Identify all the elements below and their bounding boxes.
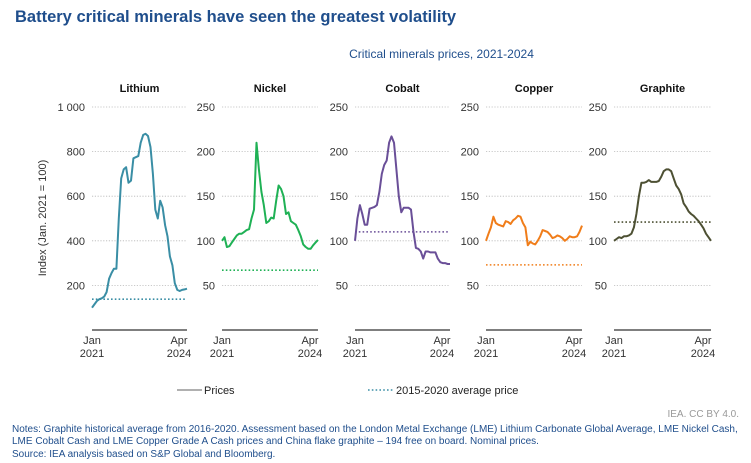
x-tick-label-start: Jan (477, 335, 495, 347)
x-tick-label-start: Jan (83, 335, 101, 347)
y-tick-label: 150 (197, 191, 215, 203)
chart-subtitle: Critical minerals prices, 2021-2024 (349, 47, 534, 61)
y-tick-label: 50 (595, 280, 607, 292)
x-tick-year-end: 2024 (430, 348, 454, 360)
legend-label-prices: Prices (204, 385, 235, 397)
x-tick-year-start: 2021 (602, 348, 626, 360)
panel-title-cobalt: Cobalt (385, 83, 420, 95)
panel-title-copper: Copper (515, 83, 554, 95)
x-tick-year-start: 2021 (80, 348, 104, 360)
legend-label-average: 2015-2020 average price (396, 385, 518, 397)
y-tick-label: 100 (589, 236, 607, 248)
y-tick-label: 50 (203, 280, 215, 292)
panel-title-lithium: Lithium (120, 83, 160, 95)
x-tick-label-start: Jan (346, 335, 364, 347)
y-tick-label: 150 (330, 191, 348, 203)
y-tick-label: 800 (67, 147, 85, 159)
y-tick-label: 200 (589, 147, 607, 159)
chart-title: Battery critical minerals have seen the … (15, 8, 457, 26)
price-line-copper (485, 214, 583, 247)
credit: IEA. CC BY 4.0. (667, 409, 739, 420)
y-tick-label: 250 (589, 102, 607, 114)
notes-text: Notes: Graphite historical average from … (12, 424, 738, 448)
price-line-cobalt (354, 135, 450, 265)
y-tick-label: 100 (330, 236, 348, 248)
y-tick-label: 100 (197, 236, 215, 248)
y-tick-label: 200 (197, 147, 215, 159)
y-tick-label: 400 (67, 236, 85, 248)
y-tick-label: 50 (467, 280, 479, 292)
panel-title-nickel: Nickel (254, 83, 286, 95)
x-tick-label-end: Apr (301, 335, 318, 347)
x-tick-year-end: 2024 (691, 348, 715, 360)
x-tick-year-end: 2024 (562, 348, 586, 360)
y-tick-label: 200 (330, 147, 348, 159)
x-tick-label-end: Apr (170, 335, 187, 347)
y-tick-label: 1 000 (57, 102, 85, 114)
x-tick-year-end: 2024 (167, 348, 191, 360)
y-tick-label: 200 (67, 280, 85, 292)
y-tick-label: 250 (330, 102, 348, 114)
y-tick-label: 100 (461, 236, 479, 248)
y-tick-label: 250 (197, 102, 215, 114)
y-tick-label: 200 (461, 147, 479, 159)
price-line-graphite (613, 168, 712, 242)
x-tick-label-end: Apr (565, 335, 582, 347)
source-text: Source: IEA analysis based on S&P Global… (12, 448, 276, 460)
x-tick-year-start: 2021 (210, 348, 234, 360)
x-tick-label-start: Jan (213, 335, 231, 347)
notes: Notes: Graphite historical average from … (12, 424, 747, 461)
x-tick-year-start: 2021 (474, 348, 498, 360)
y-axis-label: Index (Jan. 2021 = 100) (37, 160, 49, 277)
x-tick-year-start: 2021 (343, 348, 367, 360)
x-tick-year-end: 2024 (298, 348, 322, 360)
price-line-nickel (221, 141, 319, 250)
y-tick-label: 150 (589, 191, 607, 203)
y-tick-label: 600 (67, 191, 85, 203)
price-line-lithium (91, 132, 188, 309)
x-tick-label-end: Apr (694, 335, 711, 347)
x-tick-label-start: Jan (605, 335, 623, 347)
x-tick-label-end: Apr (433, 335, 450, 347)
panel-title-graphite: Graphite (640, 83, 685, 95)
y-tick-label: 50 (336, 280, 348, 292)
y-tick-label: 150 (461, 191, 479, 203)
y-tick-label: 250 (461, 102, 479, 114)
